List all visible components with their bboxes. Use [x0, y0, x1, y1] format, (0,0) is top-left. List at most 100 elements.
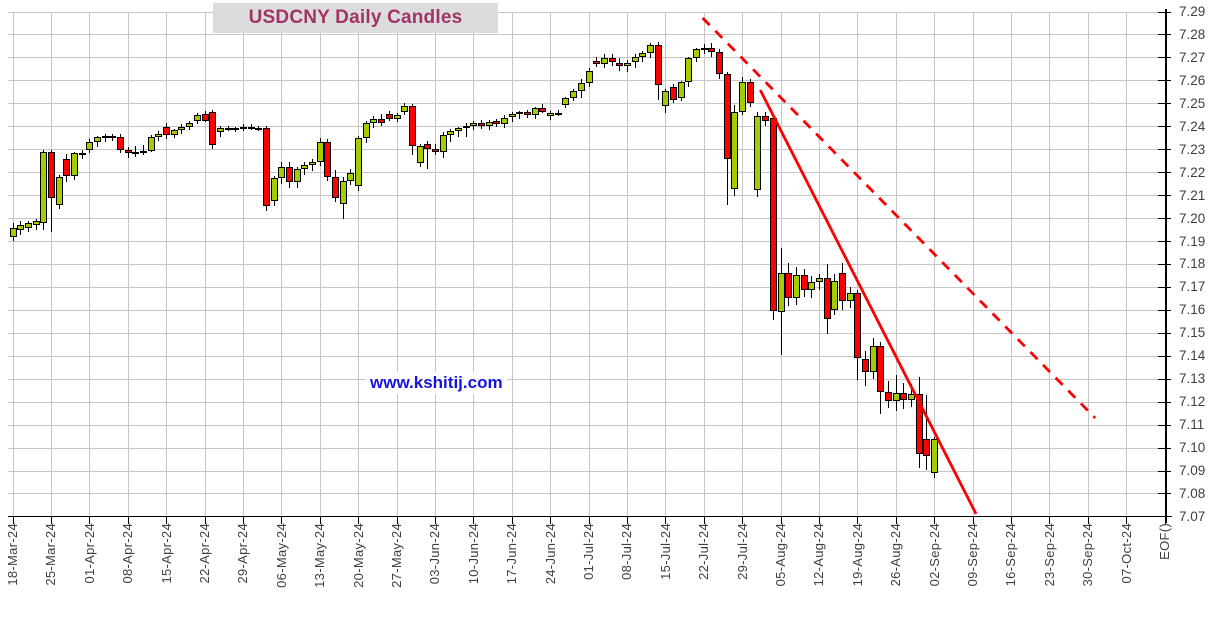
y-axis-tick — [1158, 126, 1171, 128]
candle-body-down — [431, 148, 439, 152]
candle-wick — [557, 109, 559, 117]
candle-body-up — [739, 82, 747, 112]
x-axis-tick — [972, 517, 974, 524]
candle-body-up — [439, 134, 447, 152]
candle-body-down — [915, 394, 923, 454]
candle-body-down — [923, 438, 931, 457]
x-axis-tick — [665, 517, 667, 524]
candle-body-up — [101, 135, 109, 138]
candle-wick — [135, 146, 137, 157]
candle-body-up — [631, 56, 639, 63]
y-axis-tick — [1158, 332, 1171, 334]
candle-body-down — [593, 61, 601, 64]
x-axis-line — [8, 515, 1172, 518]
candle-wick — [519, 110, 521, 119]
x-axis-tick — [1010, 517, 1012, 524]
candle-body-up — [485, 122, 493, 126]
horizontal-gridline — [8, 332, 1166, 334]
horizontal-gridline — [8, 286, 1166, 288]
candle-body-down — [554, 113, 562, 116]
y-axis-tick — [1158, 34, 1171, 36]
y-axis-tick — [1158, 11, 1171, 13]
vertical-gridline — [319, 12, 321, 517]
y-axis-line — [1165, 9, 1167, 523]
x-tick-label: 22-Jul-24 — [696, 523, 712, 580]
x-axis-tick — [626, 517, 628, 524]
candle-body-up — [355, 138, 363, 187]
candle-body-up — [570, 91, 578, 99]
y-tick-label: 7.12 — [1179, 394, 1206, 410]
y-tick-label: 7.21 — [1179, 187, 1206, 203]
horizontal-gridline — [8, 447, 1166, 449]
y-axis-tick — [1158, 241, 1171, 242]
candle-body-down — [769, 117, 777, 312]
candle-wick — [457, 126, 459, 138]
y-axis-tick — [1158, 149, 1171, 151]
horizontal-gridline — [8, 309, 1166, 311]
x-axis-tick — [1164, 517, 1166, 524]
candle-body-up — [931, 438, 939, 474]
vertical-gridline — [281, 12, 283, 517]
candle-body-down — [723, 74, 731, 159]
candle-body-up — [86, 141, 94, 150]
candle-body-up — [516, 111, 524, 115]
x-axis-tick — [434, 517, 436, 524]
y-axis-tick — [1158, 309, 1171, 311]
vertical-gridline — [703, 12, 705, 517]
candle-body-up — [24, 223, 32, 228]
x-axis-tick — [895, 517, 897, 524]
x-tick-label: 02-Sep-24 — [926, 523, 942, 587]
y-tick-label: 7.17 — [1179, 279, 1206, 295]
candle-body-down — [163, 126, 171, 135]
horizontal-gridline — [8, 11, 1166, 13]
x-tick-label: 01-Apr-24 — [81, 523, 97, 584]
horizontal-gridline — [8, 34, 1166, 36]
y-axis-tick — [1158, 424, 1171, 426]
candle-body-up — [447, 131, 455, 135]
x-axis-tick — [818, 517, 820, 524]
horizontal-gridline — [8, 149, 1166, 151]
x-axis-tick — [550, 517, 552, 524]
candle-body-up — [470, 123, 478, 126]
x-axis-tick — [1126, 517, 1128, 524]
candle-wick — [312, 158, 314, 172]
candle-body-down — [877, 345, 885, 392]
vertical-gridline — [1126, 12, 1128, 517]
y-tick-label: 7.07 — [1179, 508, 1206, 524]
candle-body-down — [109, 135, 117, 138]
candle-body-up — [462, 125, 470, 128]
solid-support-trendline — [759, 89, 978, 515]
candle-body-up — [132, 152, 140, 154]
candle-body-up — [155, 133, 163, 137]
candle-body-up — [347, 172, 355, 181]
candle-body-down — [616, 62, 624, 66]
y-axis-tick — [1158, 355, 1171, 357]
candle-body-up — [186, 123, 194, 127]
horizontal-gridline — [8, 424, 1166, 426]
candle-body-down — [124, 149, 132, 154]
x-tick-label: 16-Sep-24 — [1003, 523, 1019, 587]
vertical-gridline — [396, 12, 398, 517]
candle-body-up — [777, 272, 785, 312]
candle-wick — [926, 395, 928, 470]
vertical-gridline — [818, 12, 820, 517]
candle-body-up — [232, 127, 240, 130]
x-tick-label: 08-Apr-24 — [120, 523, 136, 584]
x-axis-tick — [703, 517, 705, 524]
horizontal-gridline — [8, 378, 1166, 380]
x-tick-label: 24-Jun-24 — [542, 523, 558, 585]
vertical-gridline — [857, 12, 859, 517]
candle-body-up — [693, 48, 701, 58]
candle-body-up — [370, 118, 378, 124]
y-tick-label: 7.08 — [1179, 485, 1206, 501]
candle-wick — [542, 103, 544, 113]
horizontal-gridline — [8, 493, 1166, 495]
x-axis-tick — [473, 517, 475, 524]
x-axis-tick — [358, 517, 360, 524]
x-axis-tick — [857, 517, 859, 524]
x-axis-tick — [1049, 517, 1051, 524]
candle-body-up — [585, 70, 593, 84]
candle-body-down — [408, 106, 416, 147]
horizontal-gridline — [8, 195, 1166, 197]
candle-body-up — [393, 115, 401, 119]
